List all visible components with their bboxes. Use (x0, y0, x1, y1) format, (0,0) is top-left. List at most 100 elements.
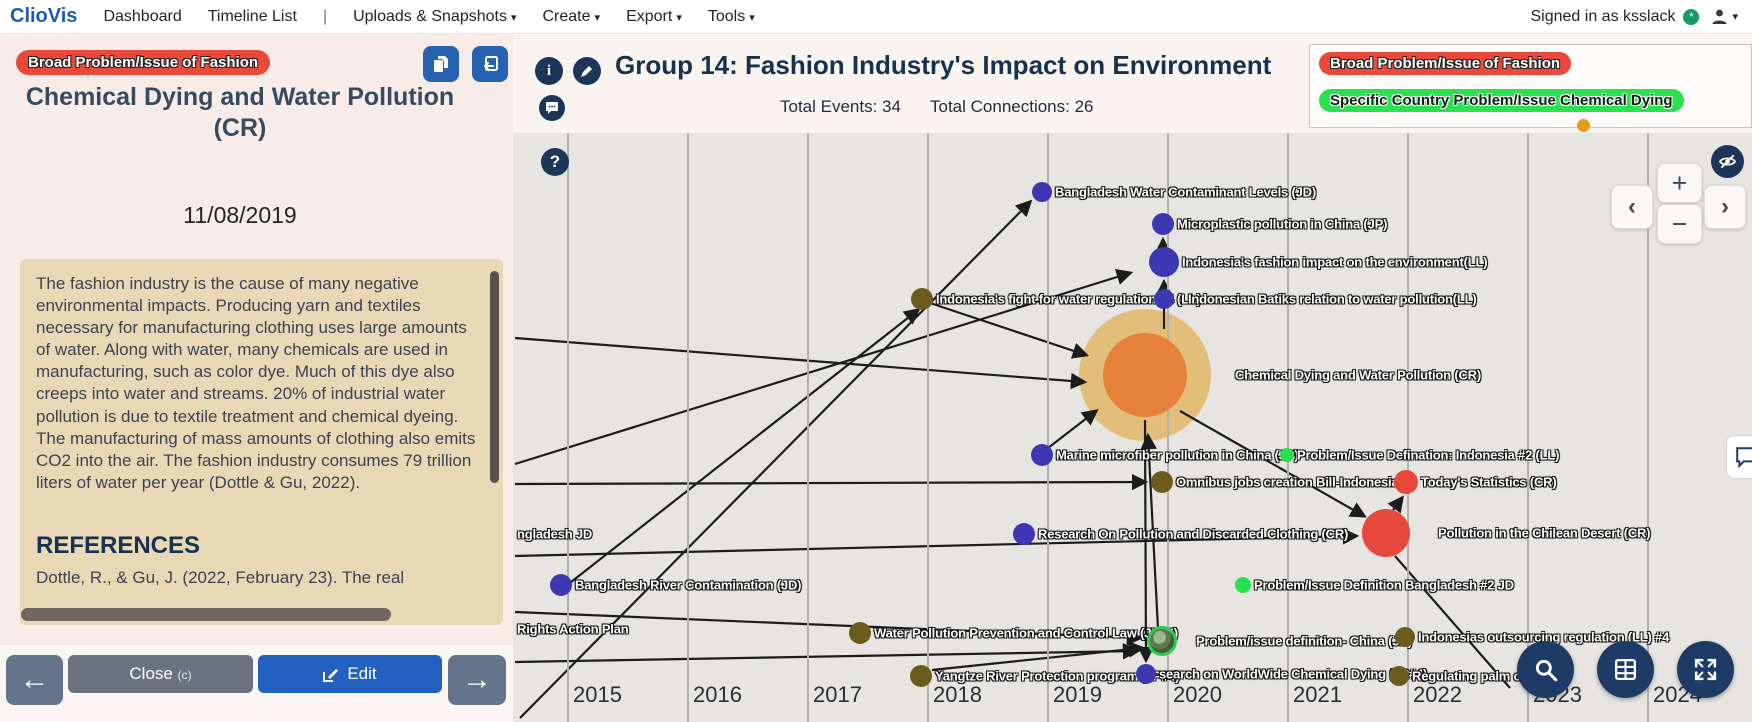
event-description-box[interactable]: The fashion industry is the cause of man… (20, 259, 503, 625)
connection-line (1140, 432, 1160, 630)
worldwide-chemical-dying-label: search on WorldWide Chemical Dying (JP#4… (1159, 666, 1428, 682)
indonesia-fashion-impact-node[interactable] (1149, 247, 1179, 277)
connection-line (514, 336, 1088, 390)
year-label-2020: 2020 (1173, 682, 1222, 707)
year-label-2022: 2022 (1413, 682, 1462, 707)
edit-title-button[interactable] (573, 57, 601, 85)
gridline-2017 (807, 133, 809, 722)
top-nav: ClioVis Dashboard Timeline List | Uploads &… (0, 0, 1752, 34)
pencil-icon (323, 669, 339, 682)
info-button[interactable]: i (535, 57, 563, 85)
worldwide-chemical-dying-node[interactable] (1136, 664, 1156, 684)
nav-item-uploads-snapshots[interactable]: Uploads & Snapshots ▾ (353, 7, 517, 25)
help-button[interactable]: ? (541, 148, 569, 176)
horizontal-scrollbar[interactable] (21, 608, 391, 621)
reference-line: Dottle, R., & Gu, J. (2022, February 23)… (36, 567, 405, 587)
year-label-2018: 2018 (933, 682, 982, 707)
yangtze-river-protection-node[interactable] (910, 665, 932, 687)
cut-rights-action-plan: Rights Action Plan (517, 621, 629, 637)
connection-line (514, 642, 1140, 664)
pollution-chilean-desert-node[interactable] (1362, 509, 1410, 557)
indonesias-outsourcing-regulation-label: Indonesias outsourcing regulation (LL) #… (1418, 629, 1670, 645)
omnibus-jobs-bill-label: Omnibus jobs creation Bill-Indonesia #4 (1176, 474, 1416, 490)
user-menu[interactable]: ▾ (1711, 8, 1738, 25)
timeline-canvas[interactable]: 2015201620172018201920202021202220232024… (513, 133, 1752, 722)
insert-icon (484, 56, 498, 71)
year-label-2016: 2016 (693, 682, 742, 707)
indonesias-outsourcing-regulation-node[interactable] (1395, 627, 1415, 647)
legend: Broad Problem/Issue of Fashion Specific … (1309, 44, 1752, 132)
pan-right-button[interactable]: › (1704, 185, 1746, 229)
legend-orange-dot (1577, 119, 1590, 132)
caret-down-icon: ▾ (676, 11, 682, 24)
search-button[interactable] (1517, 641, 1574, 698)
legend-badge-broad: Broad Problem/Issue of Fashion (1319, 52, 1572, 75)
nav-item-dashboard[interactable]: Dashboard (103, 7, 182, 25)
indonesian-batiks-node[interactable] (1154, 289, 1174, 309)
marine-microfiber-china-label: Marine microfiber pollution in China (JP… (1056, 447, 1299, 463)
bangladesh-water-contaminant-node[interactable] (1032, 182, 1052, 202)
timeline-header: i Group 14: Fashion Industry's Impact on… (513, 34, 1752, 133)
year-label-2017: 2017 (813, 682, 862, 707)
pan-left-button[interactable]: ‹ (1611, 185, 1653, 229)
microplastic-china-node[interactable] (1152, 213, 1174, 235)
nav-item-tools[interactable]: Tools ▾ (707, 7, 755, 25)
connection-line (514, 528, 1360, 558)
water-pollution-control-law-node[interactable] (849, 622, 871, 644)
edit-button[interactable]: Edit (258, 655, 442, 693)
copy-button[interactable] (423, 46, 459, 82)
nav-items: Dashboard Timeline List | Uploads & Snapsho… (103, 8, 780, 26)
defination-indonesia-2-node[interactable] (1280, 448, 1294, 462)
zoom-in-button[interactable]: + (1657, 163, 1702, 203)
omnibus-jobs-bill-node[interactable] (1151, 471, 1173, 493)
defination-indonesia-2-label: Problem/Issue Defination: Indonesia #2 (… (1297, 447, 1560, 463)
regulating-palm-node[interactable] (1389, 666, 1409, 686)
nav-item-export[interactable]: Export ▾ (626, 7, 682, 25)
problem-definition-china-node[interactable] (1147, 626, 1177, 656)
zoom-in-icon: + (1671, 167, 1688, 198)
caret-down-icon: ▾ (510, 11, 517, 24)
indonesia-fight-water-regulation-node[interactable] (911, 288, 933, 310)
event-date: 11/08/2019 (183, 202, 297, 228)
marine-microfiber-china-node[interactable] (1031, 444, 1053, 466)
nav-item-timeline-list[interactable]: Timeline List (207, 7, 297, 25)
definition-bangladesh-2-label: Problem/Issue Definition Bangladesh #2 J… (1254, 577, 1514, 593)
vertical-scrollbar[interactable] (490, 271, 499, 483)
zoom-out-button[interactable]: − (1657, 204, 1702, 244)
next-event-button[interactable]: → (448, 655, 506, 705)
brand-logo[interactable]: ClioVis (10, 5, 78, 27)
edit-label: Edit (347, 664, 377, 683)
nav-item-create[interactable]: Create ▾ (542, 7, 601, 25)
info-icon: i (546, 62, 552, 79)
problem-definition-china-label: Problem/issue definition- China (JP) (1196, 633, 1412, 649)
insert-button[interactable] (472, 46, 508, 82)
connection-line (514, 610, 1144, 646)
bangladesh-river-contamination-node[interactable] (550, 574, 572, 596)
regulating-palm-label: Regulating palm oil (1412, 668, 1529, 684)
help-icon: ? (549, 152, 561, 171)
year-label-2015: 2015 (573, 682, 622, 707)
connection-line (1387, 495, 1404, 514)
caret-down-icon: ▾ (749, 11, 755, 24)
previous-event-button[interactable]: ← (6, 655, 63, 705)
connection-line (514, 473, 1149, 491)
comments-button[interactable] (539, 95, 565, 121)
todays-statistics-label: Today's Statistics (CR) (1421, 474, 1557, 490)
chat-panel-button[interactable] (1726, 435, 1752, 479)
definition-bangladesh-2-node[interactable] (1235, 577, 1251, 593)
cut-bangladesh-jd: ngladesh JD (517, 526, 593, 542)
references-heading: REFERENCES (36, 531, 201, 559)
research-discarded-clothing-node[interactable] (1013, 523, 1035, 545)
signed-in-label: Signed in as ksslack (1530, 7, 1676, 25)
connection-line (929, 301, 1090, 359)
close-button[interactable]: Close (c) (68, 655, 253, 693)
todays-statistics-node[interactable] (1394, 470, 1418, 494)
gridline-2021 (1287, 133, 1289, 722)
chemical-dying-water-pollution-node[interactable] (1103, 333, 1187, 417)
nav-right: Signed in as ksslack * ▾ (1530, 7, 1738, 26)
fullscreen-button[interactable] (1677, 641, 1734, 698)
event-detail-panel: Broad Problem/Issue of Fashion Chemical … (0, 34, 513, 722)
hide-labels-button[interactable] (1711, 145, 1744, 178)
grid-view-button[interactable] (1597, 641, 1654, 698)
